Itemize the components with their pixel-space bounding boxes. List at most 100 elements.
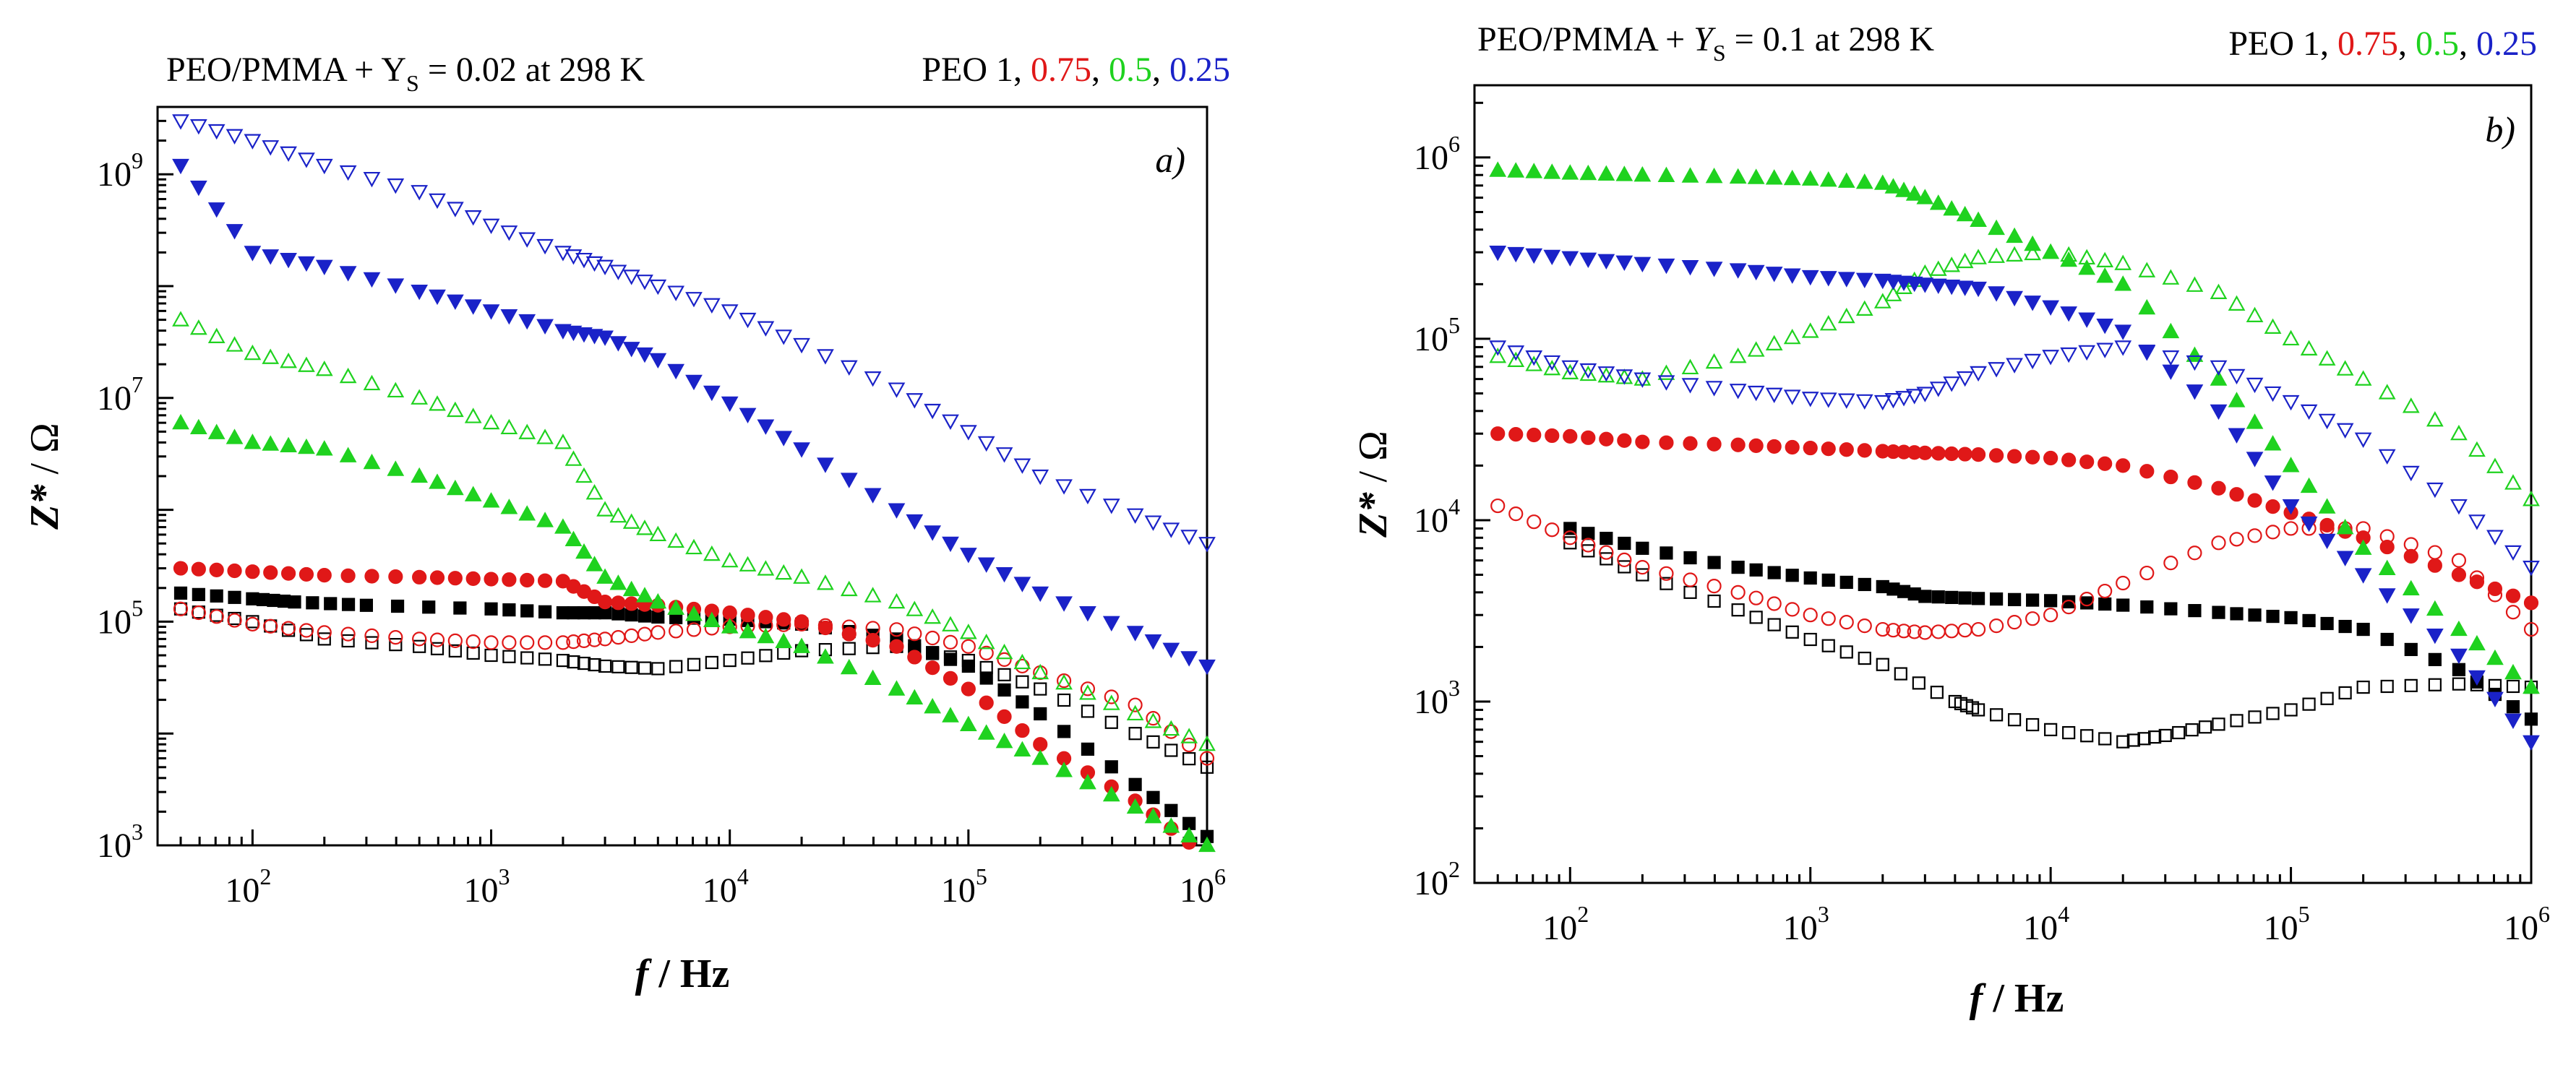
data-point xyxy=(315,158,333,175)
data-point xyxy=(1057,725,1071,738)
data-point xyxy=(2210,370,2228,386)
data-point xyxy=(997,709,1012,725)
data-point xyxy=(1033,737,1048,752)
data-point xyxy=(2060,347,2078,363)
chart-b-legend: PEO 1, 0.75, 0.5, 0.25 xyxy=(2228,25,2537,63)
data-point xyxy=(2246,413,2264,429)
data-point xyxy=(518,505,536,521)
data-point xyxy=(2098,732,2112,746)
data-point xyxy=(609,336,627,352)
data-point xyxy=(1801,170,1819,186)
data-point xyxy=(1765,387,1783,403)
data-point xyxy=(556,653,570,668)
data-point xyxy=(636,275,653,290)
data-point xyxy=(2356,521,2371,536)
data-point xyxy=(2402,397,2420,413)
data-point xyxy=(1079,606,1096,622)
data-point xyxy=(1876,657,1889,671)
data-point xyxy=(2264,318,2282,335)
data-point xyxy=(740,608,755,623)
x-tick-label: 104 xyxy=(703,863,749,910)
data-point xyxy=(1617,433,1632,448)
data-point xyxy=(453,601,467,615)
x-tick-label: 106 xyxy=(2504,901,2550,947)
data-point xyxy=(210,589,223,603)
data-point xyxy=(1681,260,1699,276)
data-point xyxy=(1563,428,1578,444)
data-point xyxy=(2043,608,2058,623)
data-point xyxy=(2042,243,2060,259)
y-tick-label: 105 xyxy=(97,595,143,641)
data-point xyxy=(2079,592,2095,607)
data-point xyxy=(411,185,429,201)
data-point xyxy=(482,492,500,508)
data-point xyxy=(387,278,405,294)
data-point xyxy=(1943,280,1961,296)
data-point xyxy=(2139,565,2155,581)
data-point xyxy=(2140,600,2154,614)
data-point xyxy=(1618,536,1631,551)
data-point xyxy=(2320,691,2334,705)
data-point xyxy=(2096,318,2114,335)
data-point xyxy=(2062,595,2076,608)
data-point xyxy=(207,124,226,140)
data-point xyxy=(2043,450,2058,466)
data-point xyxy=(1944,446,1959,462)
data-point xyxy=(1801,270,1819,286)
data-point xyxy=(924,608,942,624)
data-point xyxy=(1180,728,1198,743)
data-point xyxy=(1905,276,1923,293)
data-point xyxy=(1597,366,1615,382)
data-point xyxy=(757,419,775,435)
data-point xyxy=(864,371,882,387)
data-point xyxy=(2228,392,2246,408)
data-point xyxy=(484,572,499,587)
data-point xyxy=(636,587,653,603)
data-point xyxy=(1527,514,1542,530)
data-point xyxy=(464,408,482,423)
data-point xyxy=(2080,596,2094,610)
data-point xyxy=(2228,428,2246,444)
data-point xyxy=(1884,393,1902,409)
data-point xyxy=(1016,695,1029,709)
data-point xyxy=(2426,482,2444,499)
data-point xyxy=(925,630,940,646)
data-point xyxy=(1783,389,1801,405)
data-point xyxy=(430,642,445,655)
data-point xyxy=(667,532,685,548)
data-point xyxy=(1164,803,1178,817)
data-point xyxy=(721,396,739,413)
series-peo-1-phase xyxy=(1563,536,2538,749)
data-point xyxy=(387,381,405,398)
data-point xyxy=(977,724,995,740)
data-point xyxy=(995,447,1013,463)
data-point xyxy=(2024,235,2041,251)
data-point xyxy=(2247,493,2262,508)
data-point xyxy=(280,252,297,269)
data-point xyxy=(942,536,959,553)
legend-b-075: 0.75 xyxy=(2337,25,2398,63)
data-point xyxy=(2402,465,2420,482)
data-point xyxy=(794,616,810,631)
data-point xyxy=(226,428,244,444)
data-point xyxy=(482,218,500,235)
data-point xyxy=(2198,720,2212,734)
data-point xyxy=(1126,626,1144,642)
data-point xyxy=(2138,298,2156,315)
data-point xyxy=(925,660,940,676)
data-point xyxy=(1508,427,1524,442)
data-point xyxy=(2302,697,2316,711)
data-point xyxy=(842,642,856,655)
data-point xyxy=(1729,168,1747,184)
data-point xyxy=(1785,569,1799,582)
data-point xyxy=(1821,611,1836,626)
data-point xyxy=(585,556,604,572)
data-point xyxy=(288,595,301,609)
data-point xyxy=(669,624,684,639)
data-point xyxy=(2486,649,2504,665)
data-point xyxy=(446,479,464,496)
data-point xyxy=(1579,365,1597,381)
data-point xyxy=(280,621,296,636)
data-point xyxy=(2450,424,2468,441)
data-point xyxy=(1895,181,1912,197)
